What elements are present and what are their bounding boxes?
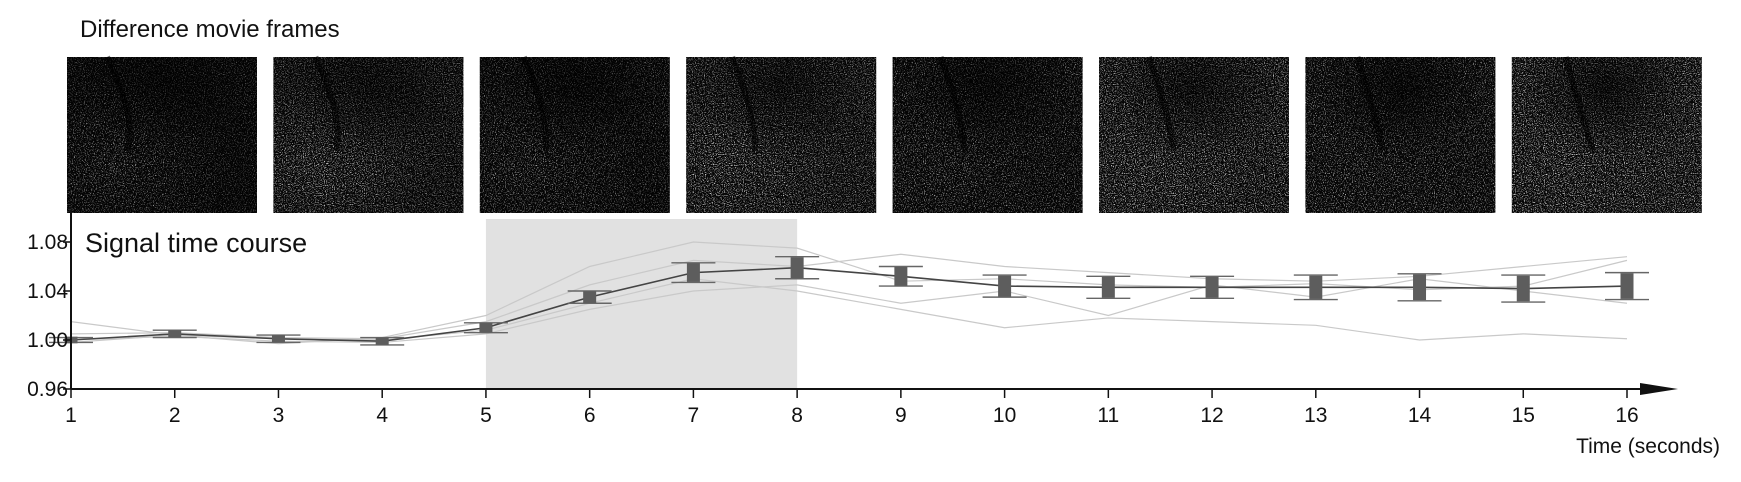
x-tick-label: 5 — [480, 404, 492, 427]
data-point — [1501, 274, 1546, 303]
x-tick-label: 8 — [791, 404, 803, 427]
difference-frame — [1511, 56, 1702, 213]
x-tick-label: 10 — [993, 404, 1016, 427]
x-ticks: 1 2 3 4 5 6 7 8 9 10 11 12 13 14 15 16 — [65, 389, 1639, 427]
data-point — [1397, 273, 1442, 302]
x-tick-label: 16 — [1615, 404, 1638, 427]
data-point — [1605, 271, 1649, 301]
stimulus-window — [485, 219, 798, 389]
difference-frame — [273, 55, 464, 213]
x-tick-label: 3 — [273, 404, 285, 427]
data-point — [256, 334, 301, 344]
data-point — [1086, 275, 1131, 300]
difference-frame — [67, 55, 257, 213]
y-tick-label: 1.00 — [27, 329, 68, 352]
data-point — [982, 274, 1027, 298]
x-tick-label: 13 — [1304, 404, 1327, 427]
y-ticks: 0.96 1.00 1.04 1.08 — [27, 231, 71, 401]
frames-title: Difference movie frames — [80, 16, 340, 43]
x-tick-label: 12 — [1200, 404, 1223, 427]
x-tick-label: 2 — [169, 404, 181, 427]
data-point — [463, 322, 508, 334]
chart-title: Signal time course — [85, 228, 307, 258]
data-point — [1190, 275, 1235, 300]
data-point — [1293, 274, 1338, 301]
difference-frame — [1099, 56, 1289, 213]
difference-frames — [67, 55, 1702, 213]
y-tick-label: 1.04 — [27, 280, 68, 303]
x-tick-label: 7 — [688, 404, 700, 427]
x-tick-label: 9 — [895, 404, 907, 427]
data-point — [878, 265, 923, 287]
data-point — [152, 329, 197, 339]
mean-line — [70, 266, 1628, 343]
difference-frame — [686, 55, 877, 213]
x-tick-label: 4 — [376, 404, 388, 427]
x-tick-label: 6 — [584, 404, 596, 427]
y-tick-label: 1.08 — [27, 231, 68, 254]
y-tick-label: 0.96 — [27, 378, 68, 401]
difference-frame — [1305, 56, 1496, 213]
data-point — [567, 290, 612, 304]
x-tick-label: 11 — [1097, 404, 1119, 427]
x-axis-label: Time (seconds) — [1576, 435, 1720, 458]
difference-frame — [479, 55, 670, 213]
x-axis-arrow-icon — [1640, 383, 1678, 395]
data-point — [775, 256, 820, 280]
x-tick-label: 15 — [1512, 404, 1535, 427]
x-tick-label: 1 — [65, 404, 77, 427]
signal-chart: 0.961.001.041.08 1 2 3 4 5 6 7 8 9 10 11 12 13 14 15 16… — [27, 210, 1720, 458]
difference-frame — [892, 55, 1083, 213]
x-tick-label: 14 — [1408, 404, 1432, 427]
data-point — [671, 262, 716, 284]
data-point — [360, 336, 405, 346]
error-bars — [49, 256, 1649, 346]
individual-trace — [70, 253, 1628, 340]
